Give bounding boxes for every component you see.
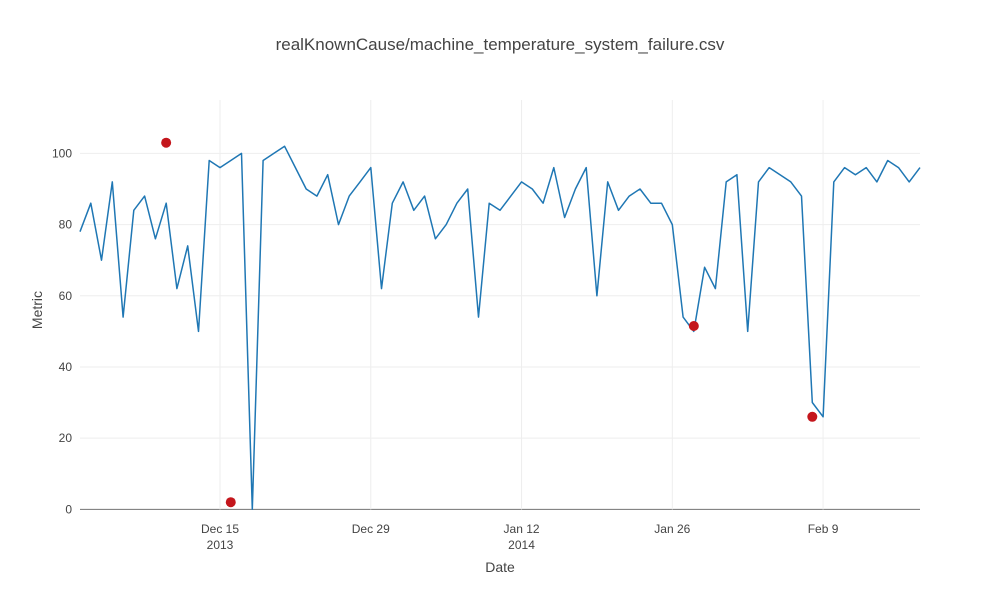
anomaly-point: [807, 411, 818, 422]
x-tick-label: Dec 15: [201, 522, 239, 536]
chart-title: realKnownCause/machine_temperature_syste…: [276, 35, 725, 54]
axes: 0 20 40 60 80 100 Dec 15 2013 Dec 29 Jan 12 2014 Ja…: [52, 146, 839, 552]
anomaly-markers: [161, 137, 818, 508]
x-tick-label: Dec 29: [352, 522, 390, 536]
y-tick-label: 80: [59, 218, 73, 232]
anomaly-point: [225, 497, 236, 508]
anomaly-point: [161, 137, 172, 148]
gridlines: [80, 100, 920, 510]
y-tick-label: 40: [59, 360, 73, 374]
x-tick-label: Feb 9: [808, 522, 839, 536]
y-tick-label: 20: [59, 431, 73, 445]
x-tick-year-label: 2013: [207, 538, 234, 552]
y-axis-label: Metric: [29, 291, 45, 329]
y-tick-label: 0: [65, 502, 72, 516]
x-axis-label: Date: [485, 559, 515, 575]
x-tick-label: Jan 12: [504, 522, 540, 536]
series-line: [79, 145, 921, 511]
x-tick-year-label: 2014: [508, 538, 535, 552]
x-tick-label: Jan 26: [654, 522, 690, 536]
anomaly-point: [688, 321, 699, 332]
y-tick-label: 100: [52, 146, 72, 160]
y-tick-label: 60: [59, 289, 73, 303]
series-layer: [79, 145, 921, 511]
